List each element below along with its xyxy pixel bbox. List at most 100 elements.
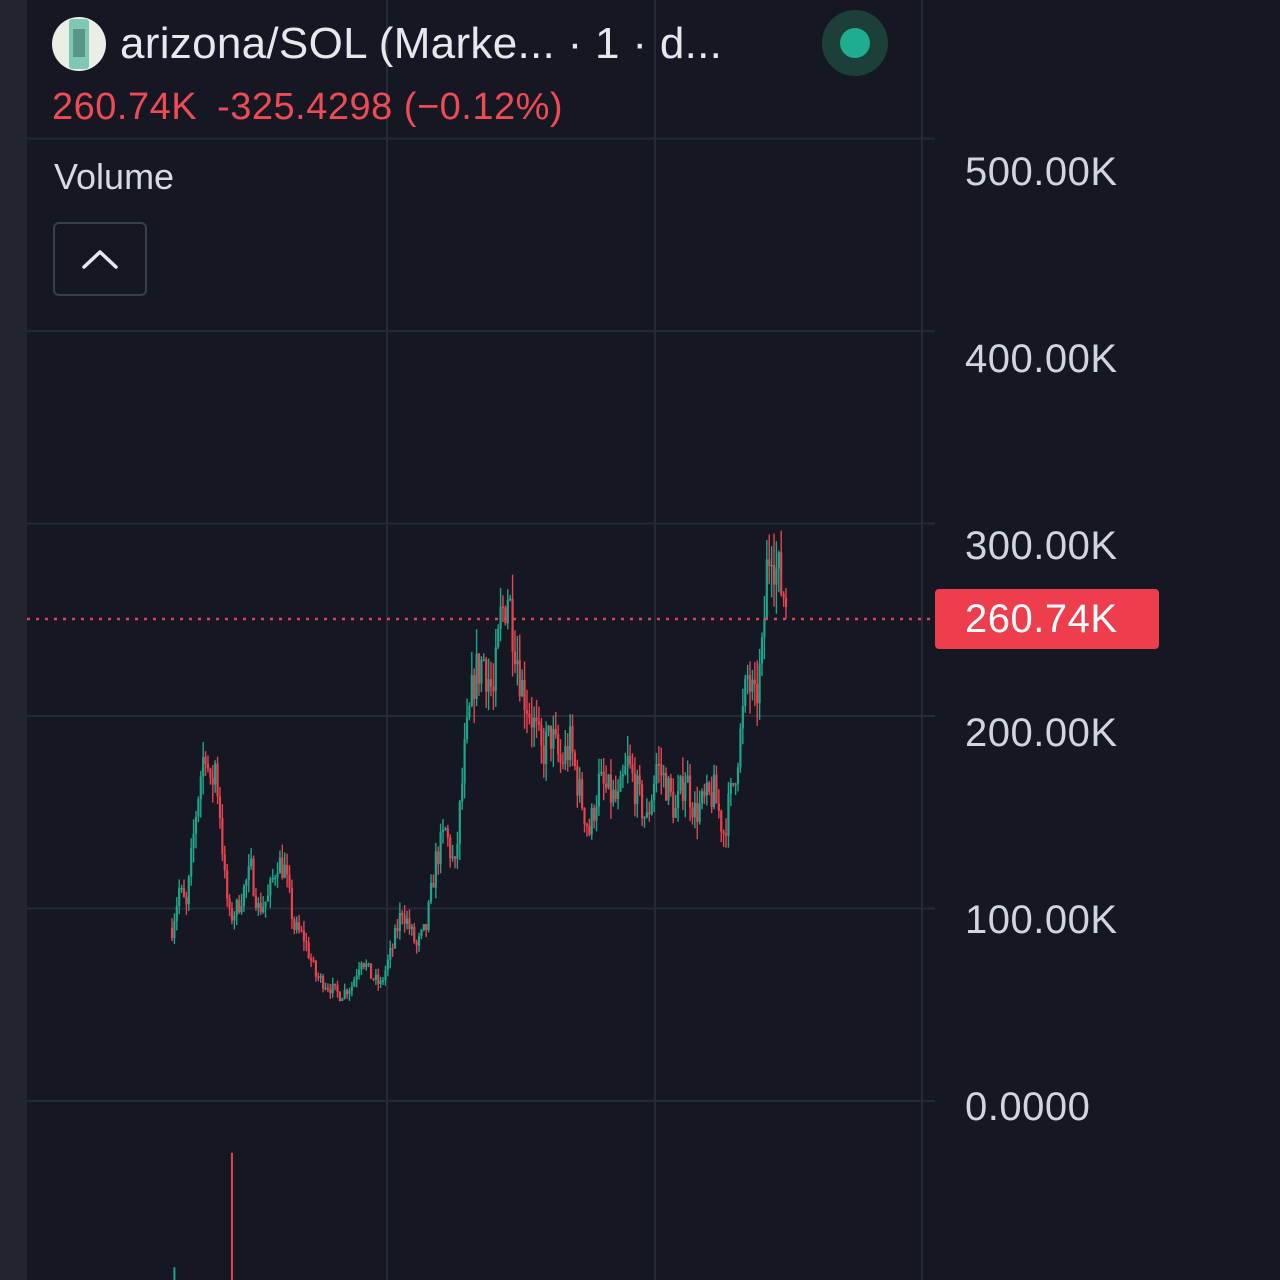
- candle-body: [600, 771, 603, 774]
- candle-body: [722, 831, 725, 834]
- candle-body: [336, 985, 339, 992]
- candle-body: [497, 628, 500, 648]
- candle-body: [235, 899, 238, 916]
- candle-body: [633, 773, 636, 804]
- candle-body: [319, 975, 322, 978]
- candle-body: [389, 947, 392, 960]
- candle-body: [765, 559, 768, 619]
- candle-body: [477, 653, 481, 684]
- candle-body: [398, 912, 401, 932]
- candle-body: [228, 898, 231, 909]
- candle-body: [365, 963, 368, 967]
- candle-body: [194, 816, 198, 834]
- candle-body: [626, 755, 629, 767]
- candle-body: [274, 877, 277, 880]
- candle-body: [537, 721, 541, 725]
- candle-body: [333, 983, 337, 986]
- candle-body: [170, 927, 174, 939]
- candle-body: [420, 929, 423, 937]
- candle-body: [657, 763, 660, 766]
- candle-body: [322, 975, 325, 989]
- candle-body: [688, 775, 692, 808]
- candle-body: [350, 986, 353, 991]
- candle-body: [475, 653, 478, 700]
- candle-body: [590, 807, 593, 835]
- candle-body: [405, 918, 409, 924]
- candle-body: [669, 777, 672, 792]
- candle-body: [441, 830, 445, 833]
- volume-indicator-label[interactable]: Volume: [54, 156, 175, 197]
- candle-body: [516, 660, 519, 665]
- candle-body: [269, 879, 272, 896]
- candle-body: [470, 675, 473, 706]
- candle-body: [597, 773, 601, 807]
- candle-body: [223, 854, 226, 870]
- candle-body: [271, 877, 274, 880]
- live-status-dot-icon: [840, 28, 870, 58]
- collapse-indicators-button[interactable]: [53, 222, 147, 296]
- candle-body: [780, 552, 783, 594]
- candle-body: [190, 848, 193, 877]
- candle-body: [446, 828, 449, 838]
- candle-body: [576, 766, 579, 796]
- candle-body: [746, 675, 749, 680]
- candle-body: [252, 858, 255, 896]
- candle-body: [770, 564, 773, 567]
- candle-body: [451, 856, 454, 859]
- candle-body: [283, 864, 286, 878]
- price-change-value: -325.4298 (−0.12%): [217, 86, 564, 128]
- arizona-can-logo-icon[interactable]: [52, 17, 106, 71]
- candle-body: [302, 930, 306, 942]
- candle-body: [545, 731, 548, 764]
- candle-body: [357, 969, 361, 976]
- candle-body: [513, 651, 517, 665]
- candle-body: [602, 771, 605, 784]
- candle-body: [676, 791, 680, 808]
- candle-body: [655, 763, 658, 784]
- candle-body: [581, 779, 584, 809]
- candle-body: [329, 989, 332, 994]
- candle-body: [209, 768, 212, 778]
- last-price-tag: 260.74K: [935, 589, 1159, 649]
- candle-body: [216, 763, 219, 797]
- candle-body: [710, 791, 713, 808]
- candle-body: [218, 796, 222, 819]
- candle-body: [760, 637, 764, 664]
- candle-body: [173, 921, 176, 939]
- y-axis-tick-label: 200.00K: [965, 711, 1118, 755]
- candle-body: [614, 789, 617, 799]
- candle-body: [341, 998, 344, 1002]
- candle-body: [245, 880, 248, 886]
- candle-body: [425, 924, 428, 930]
- candle-body: [621, 774, 625, 777]
- candle-body: [619, 776, 622, 792]
- candle-body: [367, 963, 370, 965]
- chevron-up-icon: [82, 250, 118, 269]
- candle-body: [197, 799, 200, 817]
- candle-body: [468, 705, 471, 718]
- candlestick-series: [170, 530, 788, 1002]
- candle-body: [178, 888, 181, 907]
- candle-body: [259, 902, 262, 913]
- live-status-indicator[interactable]: [822, 10, 888, 76]
- candle-body: [276, 873, 279, 878]
- candle-body: [422, 924, 425, 930]
- candle-body: [650, 799, 653, 815]
- candle-body: [732, 782, 735, 785]
- candle-body: [489, 679, 493, 687]
- candle-body: [360, 963, 363, 970]
- pair-title[interactable]: arizona/SOL (Marke... · 1 · d...: [120, 19, 723, 68]
- chart-header: arizona/SOL (Marke... · 1 · d...: [52, 10, 888, 76]
- candle-body: [175, 906, 178, 922]
- candle-body: [777, 552, 780, 569]
- candle-body: [257, 902, 260, 908]
- candle-body: [187, 876, 190, 905]
- candle-body: [247, 866, 250, 881]
- price-chart[interactable]: [0, 0, 1160, 1280]
- candle-body: [638, 775, 641, 785]
- left-sidebar-strip: [0, 0, 27, 1280]
- candle-body: [226, 869, 229, 899]
- volume-bar: [173, 1267, 176, 1280]
- last-price-value: 260.74K: [52, 86, 198, 128]
- candle-body: [552, 729, 555, 749]
